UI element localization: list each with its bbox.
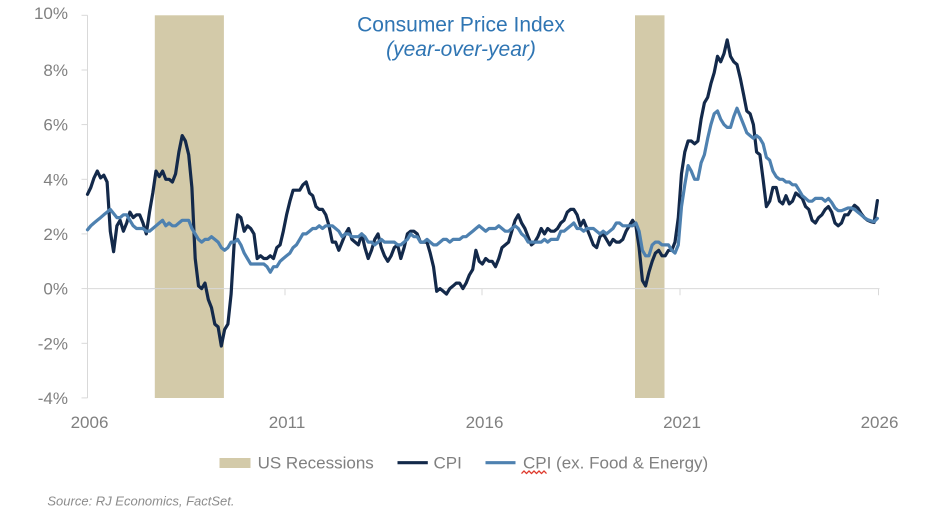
svg-text:2011: 2011 (269, 413, 306, 432)
svg-text:US Recessions: US Recessions (258, 454, 374, 473)
svg-text:4%: 4% (43, 170, 68, 189)
svg-text:Consumer Price Index: Consumer Price Index (357, 14, 565, 37)
svg-text:CPI: CPI (434, 454, 462, 473)
svg-text:-4%: -4% (38, 389, 68, 408)
svg-text:-2%: -2% (38, 334, 68, 353)
svg-text:2026: 2026 (861, 413, 899, 432)
svg-text:CPI (ex. Food & Energy): CPI (ex. Food & Energy) (523, 454, 708, 473)
svg-text:2%: 2% (43, 225, 68, 244)
svg-text:2021: 2021 (663, 413, 701, 432)
svg-text:10%: 10% (34, 4, 68, 23)
svg-text:2016: 2016 (466, 413, 504, 432)
svg-text:Source: RJ Economics, FactSet.: Source: RJ Economics, FactSet. (47, 494, 234, 509)
svg-text:2006: 2006 (71, 413, 109, 432)
svg-text:6%: 6% (43, 116, 68, 135)
svg-text:(year-over-year): (year-over-year) (386, 38, 536, 61)
svg-text:0%: 0% (43, 280, 68, 299)
svg-text:8%: 8% (43, 61, 68, 80)
